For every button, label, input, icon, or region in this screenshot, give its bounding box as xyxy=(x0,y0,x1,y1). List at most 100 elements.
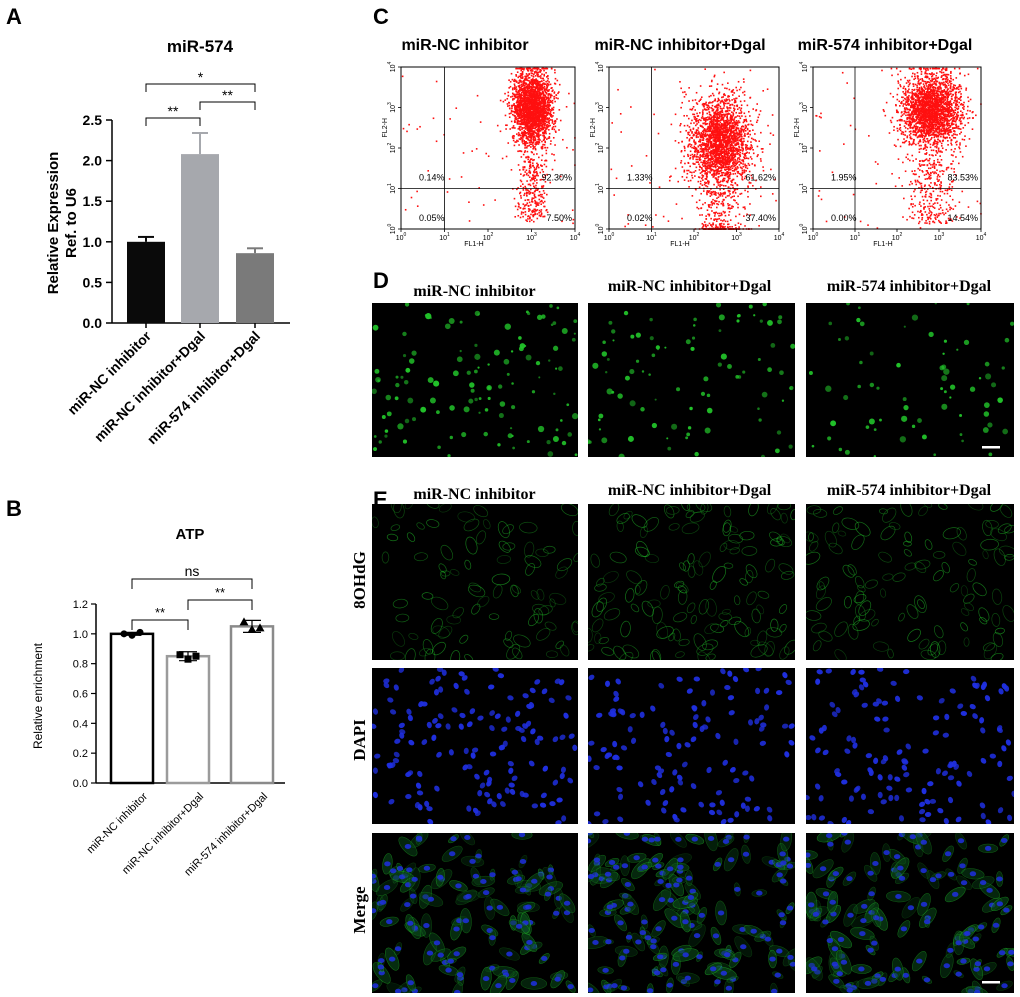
flow-event-dot xyxy=(512,127,515,129)
flow-event-dot xyxy=(697,127,700,129)
flow-event-dot xyxy=(732,186,734,189)
flow-event-dot xyxy=(709,192,712,195)
flow-event-dot xyxy=(691,177,694,179)
flow-event-dot xyxy=(527,120,530,123)
flow-event-dot xyxy=(706,118,708,121)
flow-event-dot xyxy=(543,107,546,109)
flow-event-dot xyxy=(513,111,516,113)
chart-b-sig-label: ** xyxy=(155,605,165,620)
flow-event-dot xyxy=(549,111,552,113)
flow-event-dot xyxy=(516,103,519,106)
flow-event-dot xyxy=(526,117,529,120)
flow-event-dot xyxy=(731,181,733,184)
flow-event-dot xyxy=(737,167,739,169)
flow-event-dot xyxy=(537,67,540,70)
flow-event-dot xyxy=(701,151,704,153)
flow-event-dot xyxy=(740,104,743,107)
flow-event-dot xyxy=(514,109,517,111)
flow-event-dot xyxy=(730,114,732,117)
flow-event-dot xyxy=(533,210,536,213)
flow-event-dot xyxy=(712,149,714,151)
flow-event-dot xyxy=(687,133,690,136)
flow-event-dot xyxy=(554,71,556,74)
flow-event-dot xyxy=(734,188,737,191)
flow-event-dot xyxy=(703,142,706,145)
flow-event-dot xyxy=(548,117,550,120)
flow-event-dot xyxy=(697,119,700,122)
flow-event-dot xyxy=(416,190,418,193)
flow-event-dot xyxy=(720,110,723,113)
flow-event-dot xyxy=(529,209,531,211)
flow-event-dot xyxy=(719,152,722,154)
flow-event-dot xyxy=(532,136,535,139)
flow-event-dot xyxy=(508,104,511,107)
flow-event-dot xyxy=(721,226,724,229)
flow-event-dot xyxy=(716,129,718,132)
flow-event-dot xyxy=(728,109,731,112)
flow-event-dot xyxy=(519,107,522,109)
flow-event-dot xyxy=(731,159,733,162)
flow-event-dot xyxy=(518,86,521,89)
flow-event-dot xyxy=(706,106,709,109)
flow-event-dot xyxy=(726,144,729,146)
flow-event-dot xyxy=(701,103,704,106)
flow-event-dot xyxy=(730,180,732,182)
flow-event-dot xyxy=(543,205,545,208)
flow-event-dot xyxy=(524,144,527,146)
flow-event-dot xyxy=(537,174,539,177)
flow-event-dot xyxy=(535,132,538,135)
flow-event-dot xyxy=(746,127,749,130)
flow-event-dot xyxy=(515,111,518,113)
flow-event-dot xyxy=(544,130,547,132)
flow-event-dot xyxy=(693,116,695,118)
flow-event-dot xyxy=(531,198,533,201)
flow-event-dot xyxy=(542,77,545,80)
flow-event-dot xyxy=(551,120,554,123)
flow-event-dot xyxy=(743,215,745,217)
flow-event-dot xyxy=(725,124,728,127)
flow-event-dot xyxy=(530,219,533,221)
flow-event-dot xyxy=(722,165,724,167)
flow-event-dot xyxy=(692,105,695,108)
flow-event-dot xyxy=(710,168,713,171)
flow-event-dot xyxy=(704,154,707,156)
flow-event-dot xyxy=(525,142,527,145)
flow-event-dot xyxy=(723,141,726,144)
flow-event-dot xyxy=(710,85,713,87)
flow-event-dot xyxy=(517,111,519,114)
flow-event-dot xyxy=(726,163,728,166)
flow-event-dot xyxy=(534,96,537,99)
flow-event-dot xyxy=(717,203,720,206)
chart-b-point xyxy=(176,651,184,659)
flow-event-dot xyxy=(519,179,522,182)
flow-event-dot xyxy=(747,136,750,138)
flow-event-dot xyxy=(627,223,630,225)
flow-event-dot xyxy=(517,113,519,115)
flow-event-dot xyxy=(525,189,527,191)
flow-event-dot xyxy=(725,173,728,176)
flow-event-dot xyxy=(553,153,555,156)
flow-event-dot xyxy=(528,85,531,88)
flow-event-dot xyxy=(531,128,533,130)
flow-event-dot xyxy=(550,115,552,118)
flow-event-dot xyxy=(744,189,746,192)
flow-event-dot xyxy=(705,178,708,181)
flow-event-dot xyxy=(540,121,542,123)
flow-event-dot xyxy=(680,162,682,164)
flow-event-dot xyxy=(697,156,699,158)
flow-event-dot xyxy=(715,211,718,214)
flow-event-dot xyxy=(535,205,537,208)
flow-event-dot xyxy=(707,224,709,227)
flow-event-dot xyxy=(700,145,702,147)
flow-event-dot xyxy=(541,109,543,111)
flow-event-dot xyxy=(708,147,711,150)
flow-event-dot xyxy=(742,78,745,80)
flow-event-dot xyxy=(669,176,671,178)
panel-label-a: A xyxy=(6,4,22,29)
flow-event-dot xyxy=(709,154,712,157)
flow-event-dot xyxy=(545,115,547,118)
flow-event-dot xyxy=(724,94,726,97)
flow-event-dot xyxy=(517,140,519,142)
flow-event-dot xyxy=(516,108,518,110)
